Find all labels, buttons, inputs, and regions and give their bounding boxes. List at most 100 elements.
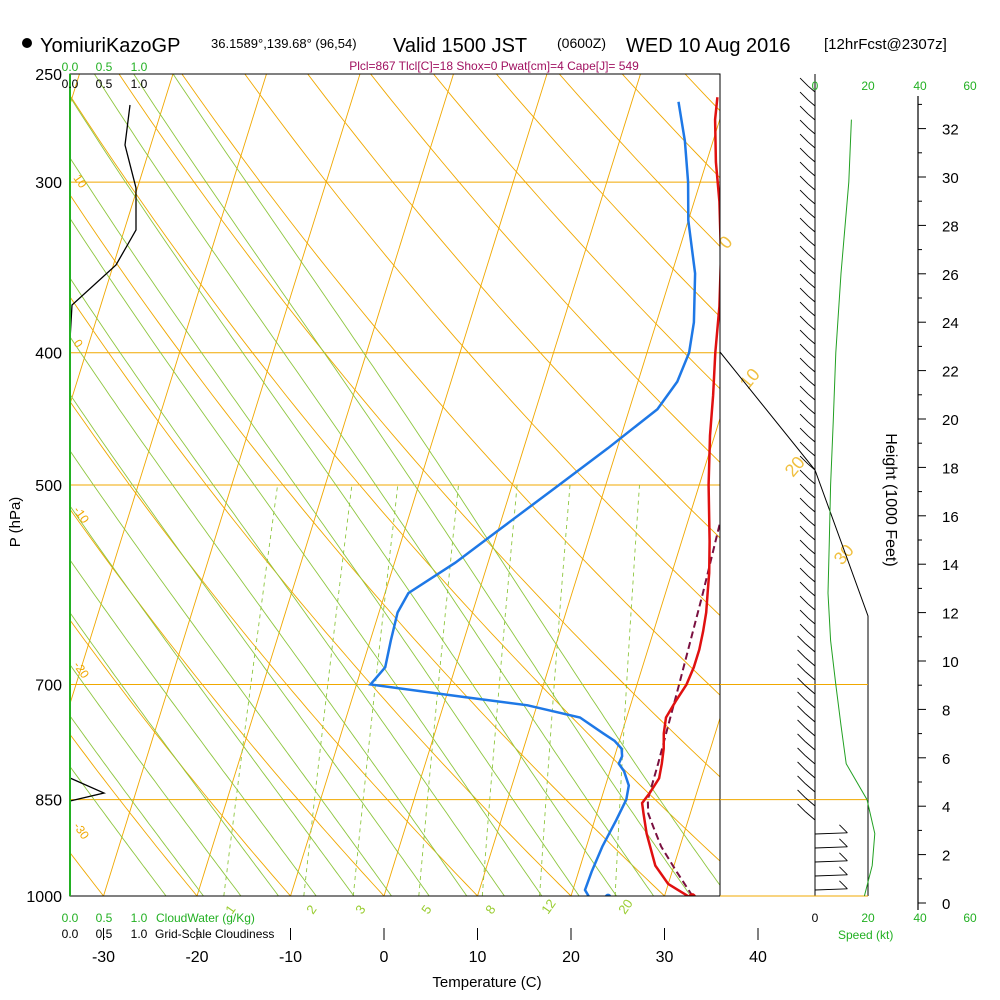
wind-barb bbox=[799, 273, 816, 289]
dry-adiabat-line bbox=[370, 74, 720, 464]
wind-barb bbox=[797, 761, 816, 779]
wind-barb-flag bbox=[799, 469, 809, 479]
wind-barb bbox=[799, 595, 816, 611]
mixing-ratio-line bbox=[418, 484, 459, 896]
dry-adiabat-line bbox=[70, 296, 572, 896]
wind-barb-flag bbox=[797, 733, 806, 743]
temperature-tick-label: 10 bbox=[469, 949, 487, 966]
wind-barb-shaft bbox=[807, 267, 816, 275]
dry-adiabat-label: 0 bbox=[71, 337, 86, 351]
mixing-ratio-line bbox=[481, 484, 518, 896]
zulu-time: (0600Z) bbox=[557, 35, 606, 51]
mixing-ratio-label: 3 bbox=[352, 902, 368, 917]
wind-barb bbox=[799, 77, 816, 93]
wind-barb-shaft bbox=[807, 337, 816, 345]
wind-barb bbox=[797, 733, 816, 751]
wind-barb bbox=[799, 525, 816, 541]
wind-barb bbox=[799, 231, 816, 247]
wind-barb-shaft bbox=[814, 832, 848, 835]
mixing-ratio-line bbox=[303, 484, 353, 896]
pressure-tick-label: 1000 bbox=[26, 889, 62, 906]
mixing-ratio-label: 20 bbox=[615, 896, 636, 916]
wind-barb bbox=[799, 399, 816, 415]
wind-barb-flag bbox=[799, 217, 809, 227]
height-tick-label: 24 bbox=[942, 315, 959, 332]
wind-barb bbox=[799, 91, 816, 107]
dry-adiabat-line bbox=[118, 74, 720, 778]
wind-barb-flag bbox=[839, 838, 848, 848]
wind-barb bbox=[797, 691, 816, 709]
wind-barb-shaft bbox=[805, 657, 816, 667]
wind-barb-shaft bbox=[814, 888, 848, 891]
moist-adiabat-line bbox=[70, 217, 543, 896]
speed-bottom-tick: 20 bbox=[861, 911, 875, 925]
wind-panel-boundary bbox=[719, 351, 869, 896]
dry-adiabat-label: -30 bbox=[71, 820, 93, 843]
wind-barb-shaft bbox=[814, 846, 848, 849]
temperature-tick-label: 30 bbox=[656, 949, 674, 966]
wind-barb-shaft bbox=[805, 699, 816, 709]
moist-adiabat-line bbox=[70, 715, 205, 896]
wind-barb-flag bbox=[799, 245, 809, 255]
dry-adiabat-line bbox=[70, 94, 720, 862]
wind-barb-flag bbox=[799, 595, 809, 605]
isotherm-line bbox=[70, 74, 174, 406]
wind-barb-shaft bbox=[807, 253, 816, 261]
wind-barb-shaft bbox=[807, 449, 816, 457]
wind-barb-flag bbox=[797, 635, 806, 645]
surface-dewpoint-point bbox=[604, 893, 612, 896]
cloudiness-top-tick: 0.5 bbox=[96, 77, 113, 91]
wind-barb bbox=[799, 413, 816, 429]
surface-temperature-point bbox=[688, 893, 696, 896]
wind-barb bbox=[799, 511, 816, 527]
moist-adiabat-line bbox=[93, 74, 655, 896]
skew-t-grid bbox=[0, 50, 1000, 925]
wind-barb bbox=[814, 838, 848, 849]
wind-barb bbox=[799, 203, 816, 219]
temperature-tick-label: 0 bbox=[380, 949, 389, 966]
moist-adiabat-line bbox=[70, 393, 430, 896]
dry-adiabat-label: -20 bbox=[71, 659, 93, 682]
wind-barb-shaft bbox=[807, 561, 816, 569]
wind-barb bbox=[799, 147, 816, 163]
isotherm-line bbox=[852, 74, 1000, 896]
wind-barb bbox=[797, 705, 816, 723]
wind-barb-flag bbox=[799, 175, 809, 185]
wind-barb-flag bbox=[799, 539, 809, 549]
wind-barb-shaft bbox=[805, 713, 816, 723]
wind-barb-flag bbox=[799, 301, 809, 311]
wind-barb-flag bbox=[799, 161, 809, 171]
wind-barb bbox=[799, 553, 816, 569]
wind-barb-shaft bbox=[807, 547, 816, 555]
wind-barb-flag bbox=[839, 824, 848, 834]
wind-barb-flag bbox=[799, 287, 809, 297]
wind-barb bbox=[799, 483, 816, 499]
parcel-path-line bbox=[646, 518, 720, 896]
cloudiness-bottom-tick: 0.0 bbox=[62, 927, 79, 941]
wind-barb-flag bbox=[839, 880, 848, 890]
wind-barb-shaft bbox=[807, 407, 816, 415]
wind-barb-shaft bbox=[807, 155, 816, 163]
wind-barb bbox=[799, 371, 816, 387]
wind-barb-flag bbox=[799, 511, 809, 521]
wind-barb-shaft bbox=[807, 435, 816, 443]
wind-barb bbox=[799, 357, 816, 373]
dewpoint-line bbox=[368, 101, 697, 896]
pressure-tick-label: 500 bbox=[35, 478, 62, 495]
wind-barb-flag bbox=[799, 385, 809, 395]
temperature-tick-label: -30 bbox=[92, 949, 115, 966]
dry-adiabat-line bbox=[0, 50, 32, 925]
wind-barb-flag bbox=[799, 441, 809, 451]
mixing-ratio-label: 8 bbox=[482, 902, 498, 917]
speed-top-tick: 0 bbox=[812, 79, 819, 93]
moist-adiabat-line bbox=[172, 74, 720, 886]
wind-barb-shaft bbox=[807, 211, 816, 219]
wind-speed-line bbox=[827, 119, 876, 897]
wind-barb-flag bbox=[799, 105, 809, 115]
wind-barb bbox=[814, 824, 848, 835]
height-tick-label: 0 bbox=[942, 896, 950, 913]
pressure-tick-label: 250 bbox=[35, 67, 62, 84]
